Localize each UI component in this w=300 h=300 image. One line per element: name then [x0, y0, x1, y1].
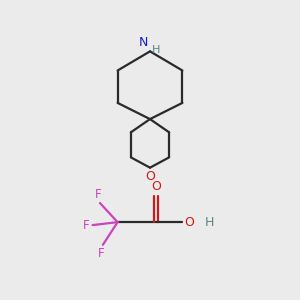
- Text: F: F: [98, 247, 105, 260]
- Text: H: H: [152, 45, 161, 55]
- Text: O: O: [145, 170, 155, 183]
- Text: F: F: [82, 219, 89, 232]
- Text: H: H: [205, 216, 214, 229]
- Text: O: O: [184, 216, 194, 229]
- Text: F: F: [95, 188, 102, 201]
- Text: O: O: [151, 180, 161, 193]
- Text: N: N: [138, 36, 148, 49]
